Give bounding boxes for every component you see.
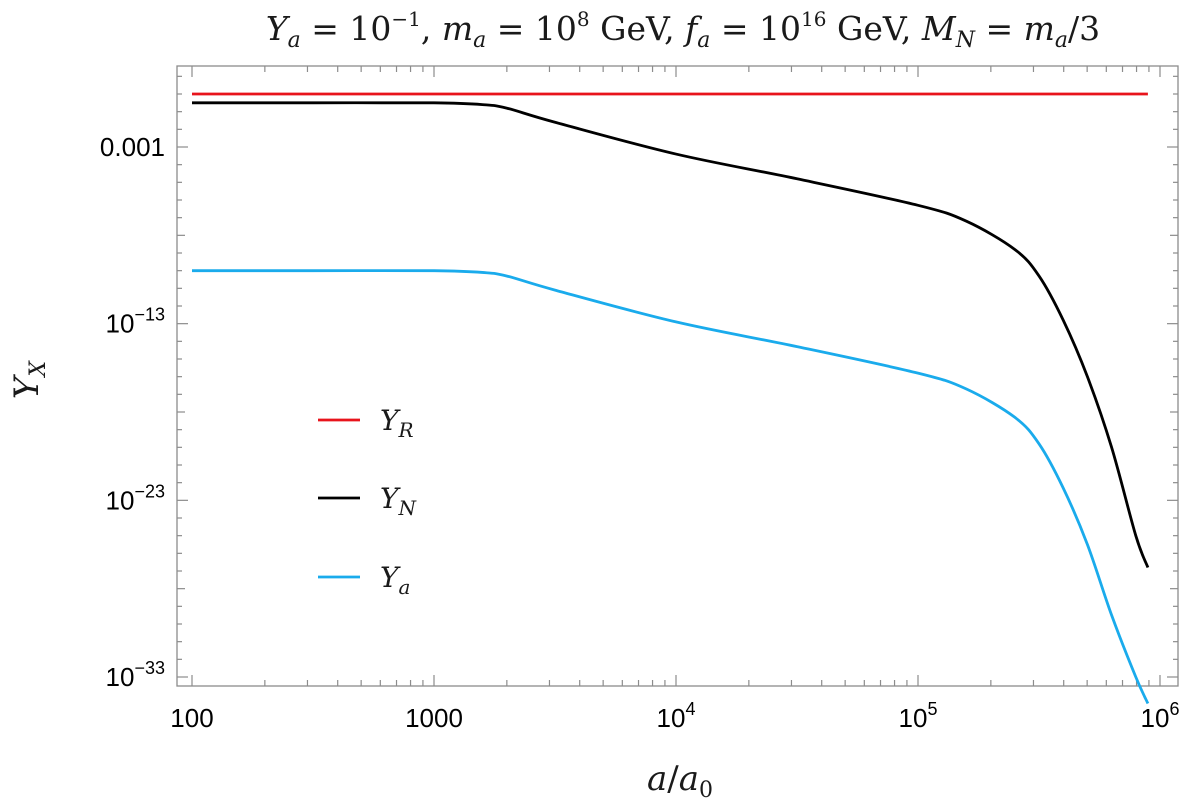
series-line-y-a [192, 269, 1150, 705]
x-tick-label: 100 [170, 703, 213, 733]
series-line-y-n [192, 101, 1150, 568]
x-tick-label: 104 [657, 699, 696, 733]
legend: YR YN Ya [318, 404, 417, 599]
x-tick-label: 1000 [405, 703, 463, 733]
y-tick-label: 10−23 [106, 481, 165, 515]
chart-title: Ya = 10−1, ma = 108 GeV, fa = 1016 GeV, … [266, 7, 1100, 53]
y-tick-label: 0.001 [100, 132, 165, 162]
y-axis-label: YX [7, 360, 51, 399]
axis-ticks [177, 66, 1178, 686]
x-axis-label: a/a0 [647, 759, 713, 803]
plot-frame [176, 65, 1179, 687]
data-curves [192, 92, 1150, 705]
y-tick-label: 10−33 [106, 658, 165, 692]
legend-label: YR [380, 404, 414, 442]
tick-labels: 100 1000 104 105 106 0.001 10−13 10−23 10−33 [100, 132, 1180, 733]
legend-label: YN [380, 482, 417, 520]
legend-label: Ya [380, 561, 410, 599]
x-tick-label: 106 [1141, 699, 1180, 733]
x-tick-label: 105 [899, 699, 938, 733]
y-tick-label: 10−13 [106, 305, 165, 339]
